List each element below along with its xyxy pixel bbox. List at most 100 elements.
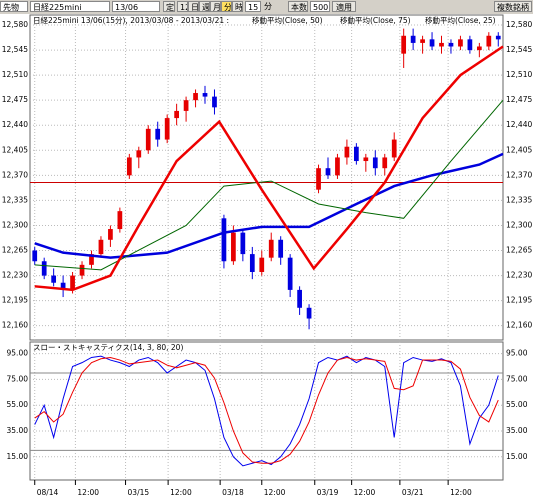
y-tick-label: 35.00 [506, 426, 528, 435]
y-tick-label: 12,195 [2, 296, 28, 305]
symbol-select[interactable]: 日経225mini [30, 1, 110, 12]
y-tick-label: 12,230 [2, 271, 28, 280]
legend-entry: 移動平均(Close, 50) [252, 15, 323, 25]
panel-title: スロー・ストキャスティクス(14, 3, 80, 20) [33, 343, 183, 352]
candle-body [363, 157, 369, 162]
candle-body [391, 139, 397, 158]
period-button[interactable]: 分 [221, 1, 232, 12]
candle-body [344, 146, 350, 158]
x-tick-label: 03/15 [128, 488, 150, 497]
period-button[interactable]: 週 [199, 1, 210, 12]
y-tick-label: 12,440 [2, 120, 28, 129]
candle-body [458, 39, 463, 47]
y-tick-label: 75.00 [506, 374, 528, 383]
y-tick-label: 15.00 [506, 452, 528, 461]
candle-body [32, 250, 38, 262]
y-tick-label: 12,475 [506, 95, 532, 104]
y-tick-label: 12,370 [506, 170, 532, 179]
y-tick-label: 12,335 [506, 195, 532, 204]
y-tick-label: 12,405 [2, 145, 28, 154]
candle-body [278, 239, 284, 258]
apply-button[interactable]: 適用 [332, 1, 356, 12]
y-tick-label: 12,440 [506, 120, 532, 129]
y-tick-label: 12,335 [2, 195, 28, 204]
y-tick-label: 12,160 [506, 321, 532, 330]
candle-body [70, 275, 75, 290]
candle-body [476, 46, 482, 51]
candle-body [240, 232, 246, 255]
candle-body [193, 93, 198, 101]
interval-input[interactable]: 15 [245, 1, 261, 12]
y-tick-label: 95.00 [7, 349, 29, 358]
x-tick-label: 12:00 [450, 488, 472, 497]
candle-body [164, 118, 170, 140]
candle-body [174, 110, 179, 119]
stochastic-line [34, 355, 499, 467]
candle-body [249, 254, 255, 272]
x-tick-label: 08/14 [37, 488, 59, 497]
toolbar: 先物 日経225mini 13/06 定 12 日 週 月 分 時 15 分 本… [0, 0, 533, 14]
candle-body [335, 157, 340, 176]
x-tick-label: 03/18 [222, 488, 244, 497]
candle-body [382, 157, 388, 169]
candle-body [136, 150, 142, 158]
period-button[interactable]: 時 [232, 1, 243, 12]
market-select[interactable]: 先物 [0, 1, 28, 12]
x-tick-label: 12:00 [170, 488, 192, 497]
candle-body [467, 39, 473, 51]
y-tick-label: 95.00 [506, 349, 528, 358]
candle-body [410, 35, 416, 43]
moving-average-line [34, 99, 504, 271]
fixed-button[interactable]: 定 [163, 1, 175, 12]
y-tick-label: 12,510 [506, 70, 532, 79]
y-tick-label: 12,265 [506, 246, 532, 255]
candle-body [495, 35, 501, 40]
y-tick-label: 12,370 [2, 170, 28, 179]
x-tick-label: 12:00 [77, 488, 99, 497]
candle-body [117, 211, 123, 230]
bars-label: 本数 [288, 1, 308, 12]
y-tick-label: 12,510 [2, 70, 28, 79]
y-tick-label: 75.00 [7, 374, 29, 383]
candle-body [183, 100, 189, 111]
y-tick-label: 12,300 [2, 220, 28, 229]
chart-title: 日経225mini 13/06(15分), 2013/03/08 - 2013/… [33, 15, 229, 25]
period-button[interactable]: 月 [210, 1, 221, 12]
candle-body [145, 128, 151, 151]
panel [29, 341, 504, 481]
candle-body [420, 39, 425, 43]
candle-body [401, 35, 407, 54]
contract-select[interactable]: 13/06 [112, 1, 160, 12]
y-tick-label: 12,405 [506, 145, 532, 154]
stochastic-line [34, 356, 499, 464]
period-button[interactable]: 日 [188, 1, 199, 12]
x-tick-label: 03/21 [402, 488, 424, 497]
candle-body [79, 264, 85, 276]
candle-body [60, 282, 66, 290]
y-tick-label: 35.00 [7, 426, 29, 435]
candle-body [155, 128, 161, 140]
y-tick-label: 12,160 [2, 321, 28, 330]
candle-body [221, 218, 227, 262]
candle-body [108, 229, 113, 240]
period-button[interactable]: 12 [177, 1, 188, 12]
candle-body [89, 254, 94, 265]
y-tick-label: 12,545 [2, 45, 28, 54]
x-tick-label: 12:00 [354, 488, 376, 497]
candle-body [126, 157, 132, 176]
y-tick-label: 12,195 [506, 296, 532, 305]
candle-body [212, 96, 217, 108]
candle-body [316, 168, 321, 190]
candle-body [486, 35, 492, 47]
candle-body [325, 168, 331, 176]
y-tick-label: 12,580 [2, 20, 28, 29]
y-tick-label: 12,545 [506, 45, 532, 54]
bars-input[interactable]: 500 [310, 1, 330, 12]
y-tick-label: 55.00 [506, 400, 528, 409]
candle-body [306, 307, 312, 319]
legend-entry: 移動平均(Close, 75) [340, 15, 411, 25]
x-tick-label: 12:00 [264, 488, 286, 497]
candle-body [98, 239, 104, 255]
multi-button[interactable]: 複数銘柄 [494, 1, 532, 12]
